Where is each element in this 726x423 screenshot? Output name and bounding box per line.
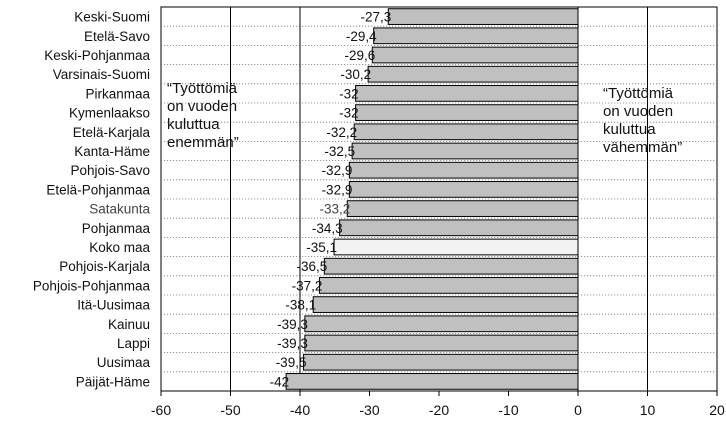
bar-koko-maa: [333, 238, 579, 256]
bars: [285, 8, 579, 390]
annotation-line: enemmän”: [167, 134, 239, 151]
value-label: -32,9: [322, 182, 353, 197]
category-labels: Keski-Suomi Etelä-Savo Keski-Pohjanmaa Vars…: [33, 10, 151, 390]
value-label: -35,1: [306, 240, 337, 255]
category-label: Satakunta: [89, 202, 150, 217]
x-axis: -60 -50 -40 -30 -20 -10 0 10 20: [151, 391, 725, 418]
bar-etel-karjala: [353, 123, 579, 141]
category-label: Keski-Pohjanmaa: [44, 48, 150, 63]
value-label: -32,5: [324, 144, 355, 159]
bar-etel-pohjanmaa: [348, 181, 579, 198]
bar-p-ij-t-h-me: [285, 373, 579, 390]
category-label: Kanta-Häme: [74, 144, 150, 159]
x-tick-label: -50: [220, 402, 240, 418]
x-tick-label: 10: [640, 402, 656, 418]
value-label: -34,3: [312, 221, 343, 236]
category-label: Pirkanmaa: [85, 86, 150, 101]
bar-kainuu: [304, 315, 579, 333]
value-labels: -27,3 -29,4 -29,6 -30,2 -32 -32 -32,2 -32,5 -32,…: [270, 10, 392, 390]
bar-kymenlaakso: [355, 104, 579, 121]
annotation-line: kuluttua: [167, 116, 220, 133]
bar-it-uusimaa: [312, 296, 579, 313]
bar-pohjois-karjala: [323, 257, 579, 275]
annotation-line: “Työttömiä: [603, 85, 674, 102]
annotation-line: on vuoden: [167, 98, 237, 115]
value-label: -39,5: [276, 355, 307, 370]
bar-satakunta: [346, 200, 579, 217]
bar-pirkanmaa: [355, 85, 579, 102]
category-label: Etelä-Savo: [84, 29, 150, 44]
category-label: Kainuu: [108, 317, 150, 332]
bar-pohjois-pohjanmaa: [318, 277, 579, 294]
value-label: -39,3: [277, 317, 308, 332]
value-label: -27,3: [360, 10, 391, 25]
annotation-line: on vuoden: [603, 103, 673, 120]
category-label: Uusimaa: [97, 355, 151, 370]
category-label: Lappi: [117, 336, 150, 351]
category-label: Itä-Uusimaa: [77, 298, 150, 313]
value-label: -29,6: [344, 48, 375, 63]
bar-etel-savo: [373, 27, 579, 45]
value-label: -29,4: [346, 29, 377, 44]
value-label: -37,2: [292, 278, 323, 293]
x-tick-label: -30: [359, 402, 379, 418]
value-label: -36,5: [297, 259, 328, 274]
value-label: -32,9: [322, 163, 353, 178]
category-label: Koko maa: [89, 240, 150, 255]
bar-lappi: [304, 334, 579, 352]
category-label: Varsinais-Suomi: [53, 67, 150, 82]
category-label: Päijät-Häme: [76, 374, 150, 389]
category-label: Etelä-Karjala: [73, 125, 151, 140]
value-label: -39,3: [277, 336, 308, 351]
value-label: -30,2: [340, 67, 371, 82]
x-tick-label: -10: [498, 402, 518, 418]
bar-keski-suomi: [387, 8, 579, 25]
x-tick-label: 0: [574, 402, 582, 418]
annotations: “Työttömiä on vuoden kuluttua enemmän”“Työt…: [167, 80, 682, 156]
annotation-line: “Työttömiä: [167, 80, 238, 97]
annotation-line: kuluttua: [603, 121, 656, 138]
annotation-line: vähemmän”: [603, 139, 682, 156]
bar-pohjois-savo: [348, 161, 579, 179]
x-tick-label: 20: [709, 402, 725, 418]
bar-pohjanmaa: [339, 219, 579, 237]
x-tick-label: -20: [429, 402, 449, 418]
value-label: -38,1: [285, 298, 316, 313]
value-label: -32,2: [326, 125, 357, 140]
category-label: Pohjois-Savo: [70, 163, 150, 178]
value-label: -42: [270, 374, 290, 389]
plot-area: [160, 6, 718, 392]
value-label: -32: [339, 106, 359, 121]
x-tick-label: -40: [290, 402, 310, 418]
bar-kanta-h-me: [351, 142, 579, 160]
x-tick-label: -60: [151, 402, 171, 418]
value-label: -32: [339, 86, 359, 101]
value-label: -33,2: [319, 202, 350, 217]
category-label: Pohjois-Pohjanmaa: [33, 278, 151, 293]
category-label: Pohjanmaa: [82, 221, 151, 236]
annotation-right: “Työttömiä on vuoden kuluttua vähemmän”: [603, 85, 682, 156]
category-label: Keski-Suomi: [74, 10, 150, 25]
category-label: Kymenlaakso: [69, 106, 150, 121]
bar-varsinais-suomi: [367, 65, 579, 83]
category-label: Pohjois-Karjala: [59, 259, 150, 274]
category-label: Etelä-Pohjanmaa: [46, 182, 150, 197]
bar-uusimaa: [302, 353, 579, 371]
annotation-left: “Työttömiä on vuoden kuluttua enemmän”: [167, 80, 239, 151]
bar-keski-pohjanmaa: [371, 46, 579, 64]
